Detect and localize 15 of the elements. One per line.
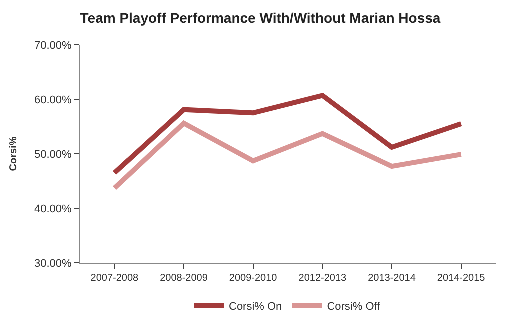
- chart-title: Team Playoff Performance With/Without Marian Hossa: [80, 10, 441, 26]
- legend-label: Corsi% Off: [327, 301, 382, 314]
- x-tick-label: 2013-2014: [368, 273, 416, 284]
- y-tick-label: 70.00%: [34, 40, 72, 52]
- y-tick-label: 50.00%: [34, 148, 72, 161]
- y-tick-label: 60.00%: [34, 94, 72, 106]
- x-tick-label: 2012-2013: [298, 273, 348, 284]
- legend-label: Corsi% On: [229, 301, 282, 314]
- x-tick-label: 2008-2009: [160, 273, 208, 284]
- y-tick-label: 30.00%: [34, 258, 72, 270]
- x-tick-label: 2014-2015: [437, 273, 486, 284]
- y-axis-title: Corsi%: [8, 136, 20, 172]
- y-tick-label: 40.00%: [34, 203, 72, 216]
- x-tick-label: 2009-2010: [229, 273, 278, 284]
- x-tick-label: 2007-2008: [90, 273, 140, 284]
